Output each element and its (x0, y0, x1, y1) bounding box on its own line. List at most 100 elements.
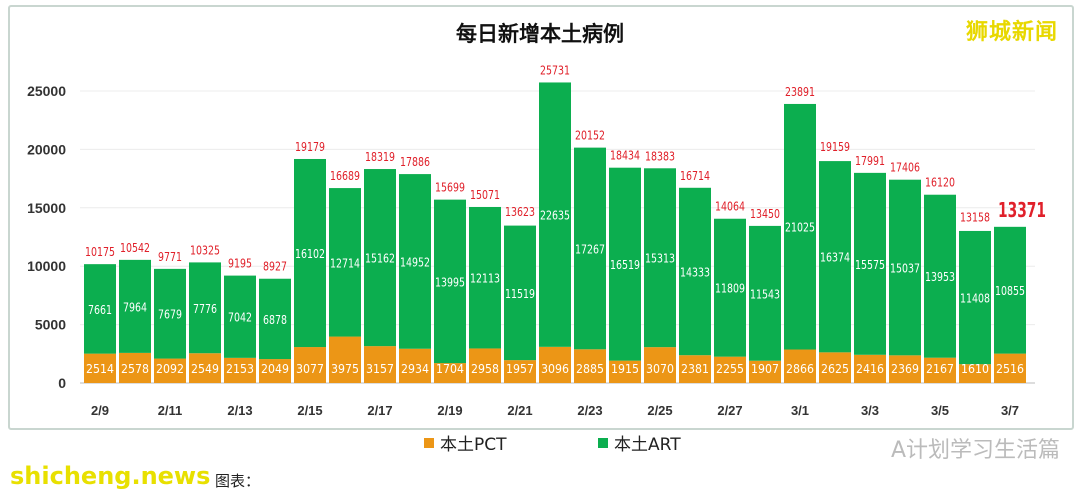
data-label-total: 18383 (645, 149, 675, 163)
data-label-total: 17991 (855, 154, 885, 168)
data-label-total: 23891 (785, 85, 815, 99)
data-label-art: 7679 (158, 308, 182, 322)
data-label-total: 9771 (158, 250, 182, 264)
data-label-total: 14064 (715, 200, 745, 214)
bar-art (469, 206, 501, 349)
watermark-wechat: A计划学习生活篇 (890, 438, 1060, 463)
legend-label-pct: 本土PCT (440, 435, 507, 455)
bar-art (294, 158, 326, 348)
data-label-art: 12113 (470, 272, 500, 286)
bar-pct (889, 355, 921, 383)
bar-art (714, 218, 746, 357)
data-label-pct: 2416 (856, 362, 884, 376)
y-tick-label: 10000 (27, 258, 66, 274)
watermark-site: shicheng.news (10, 462, 211, 490)
data-label-total: 13450 (750, 207, 780, 221)
data-label-art: 15313 (645, 252, 675, 266)
data-label-art: 10855 (995, 284, 1025, 298)
bar-art (679, 187, 711, 356)
data-label-art: 14333 (680, 265, 710, 279)
bar-pct (189, 353, 221, 383)
x-tick-label: 2/15 (297, 403, 322, 418)
x-tick-label: 2/11 (158, 403, 183, 418)
data-label-art: 7042 (228, 311, 252, 325)
data-label-total: 10325 (190, 243, 220, 257)
data-label-pct: 2255 (716, 362, 744, 376)
data-label-art: 16374 (820, 251, 850, 265)
data-label-total: 18434 (610, 149, 640, 163)
bar-pct (154, 358, 186, 383)
data-label-pct: 2049 (261, 362, 289, 376)
bar-pct (819, 352, 851, 383)
data-label-total: 13623 (505, 205, 535, 219)
bar-pct (854, 354, 886, 383)
legend-swatch-art (598, 437, 608, 448)
data-label-total: 19159 (820, 140, 850, 154)
bar-pct (504, 360, 536, 383)
data-label-pct: 2092 (156, 362, 184, 376)
data-label-pct: 2958 (471, 362, 499, 376)
data-label-pct: 2866 (786, 362, 814, 376)
y-tick-label: 5000 (35, 317, 66, 333)
x-tick-label: 3/5 (931, 403, 949, 418)
bar-art (119, 259, 151, 353)
data-label-art: 22635 (540, 209, 570, 223)
data-label-pct: 1915 (611, 362, 639, 376)
brand-logo: 狮城新闻 (965, 20, 1058, 45)
chart-title: 每日新增本土病例 (456, 22, 624, 46)
data-label-total: 18319 (365, 150, 395, 164)
bar-art (924, 194, 956, 358)
data-label-art: 6878 (263, 313, 287, 327)
data-label-art: 11519 (505, 287, 535, 301)
y-tick-label: 15000 (27, 200, 66, 216)
data-label-art: 13995 (435, 275, 465, 289)
x-tick-label: 3/3 (861, 403, 879, 418)
bar-pct (539, 346, 571, 383)
bar-pct (679, 355, 711, 383)
bar-art (819, 161, 851, 353)
bar-pct (924, 357, 956, 383)
data-label-art: 21025 (785, 221, 815, 235)
x-tick-label: 3/1 (791, 403, 809, 418)
bar-pct (259, 359, 291, 383)
legend-pct: 本土PCT (424, 430, 507, 455)
bar-art (189, 262, 221, 354)
bar-pct (469, 348, 501, 383)
data-label-art: 17267 (575, 242, 605, 256)
data-label-total: 10175 (85, 245, 115, 259)
bar-pct (609, 360, 641, 383)
data-label-pct: 2514 (86, 362, 114, 376)
data-label-total: 16689 (330, 169, 360, 183)
x-tick-label: 2/21 (507, 403, 532, 418)
data-label-pct: 1907 (751, 362, 779, 376)
legend-label-art: 本土ART (614, 435, 681, 455)
data-label-total: 9195 (228, 257, 252, 271)
data-label-total: 17406 (890, 161, 920, 175)
x-tick-label: 2/17 (367, 403, 392, 418)
bar-art (644, 168, 676, 348)
data-label-art: 16519 (610, 258, 640, 272)
bar-art (889, 179, 921, 356)
data-label-total: 10542 (120, 241, 150, 255)
y-tick-label: 20000 (27, 141, 66, 157)
data-label-pct: 2578 (121, 362, 149, 376)
data-label-art: 14952 (400, 255, 430, 269)
data-label-art: 7776 (193, 302, 217, 316)
data-label-pct: 3096 (541, 362, 569, 376)
bar-art (959, 230, 991, 365)
bar-art (434, 199, 466, 364)
data-label-pct: 3077 (296, 362, 324, 376)
bar-art (329, 188, 361, 337)
bar-pct (644, 347, 676, 383)
data-label-pct: 3070 (646, 362, 674, 376)
data-label-pct: 2625 (821, 362, 849, 376)
data-label-pct: 2934 (401, 362, 429, 376)
data-label-art: 7661 (88, 303, 112, 317)
data-label-total: 19179 (295, 140, 325, 154)
data-label-pct: 3975 (331, 362, 359, 376)
bar-art (84, 264, 116, 354)
x-tick-label: 3/7 (1001, 403, 1019, 418)
bar-pct (574, 349, 606, 383)
data-label-art: 15162 (365, 252, 395, 266)
